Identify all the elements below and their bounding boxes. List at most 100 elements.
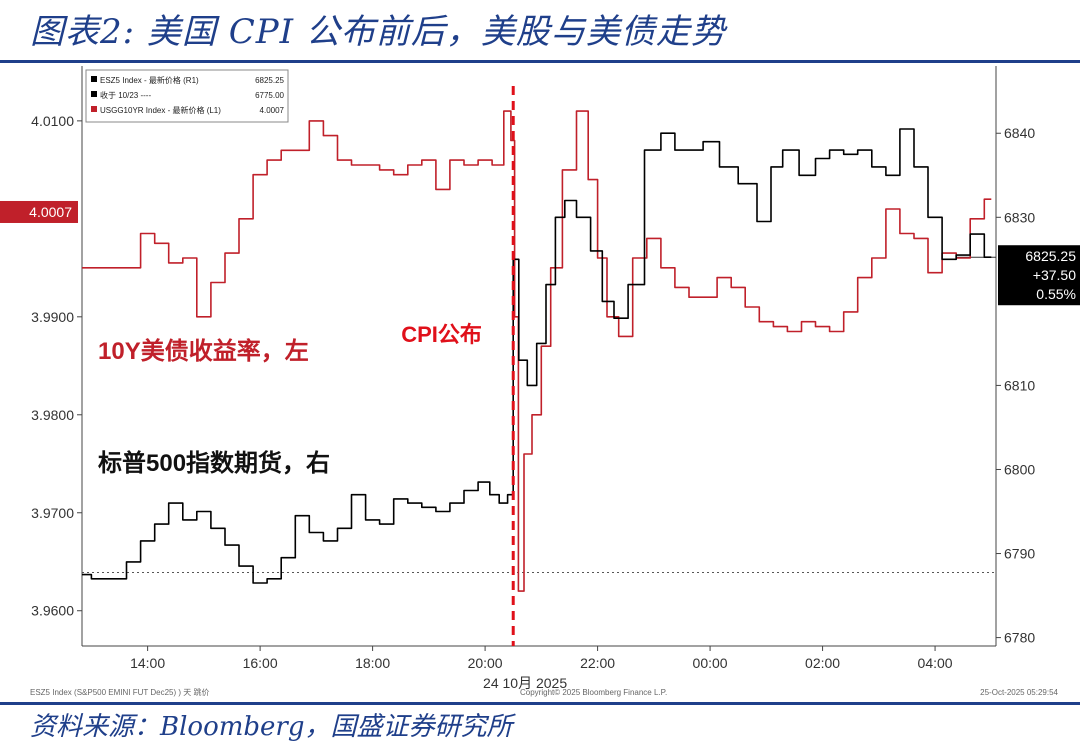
futures-point — [582, 216, 584, 218]
yield-point — [807, 321, 809, 323]
legend-label: 收于 10/23 ---- — [100, 90, 151, 100]
yield-point — [920, 237, 922, 239]
yield-point — [779, 325, 781, 327]
yield-point — [793, 330, 795, 332]
futures-point — [132, 561, 134, 563]
futures-point — [287, 557, 289, 559]
x-tick-label: 20:00 — [468, 655, 503, 671]
x-tick-label: 16:00 — [243, 655, 278, 671]
futures-point — [596, 250, 598, 252]
yield-point — [990, 198, 992, 200]
legend-swatch — [91, 76, 97, 82]
futures-point — [835, 149, 837, 151]
futures-point — [746, 183, 748, 185]
futures-point — [400, 498, 402, 500]
yield-point — [132, 267, 134, 269]
left-value-tag — [0, 200, 78, 223]
legend-value: 4.0007 — [260, 106, 285, 115]
futures-line — [82, 128, 992, 584]
yield-point — [515, 316, 517, 318]
yield-point — [217, 281, 219, 283]
left-tick-label: 3.9800 — [31, 407, 74, 423]
right-tick-label: 6840 — [1004, 125, 1035, 141]
yield-point — [414, 164, 416, 166]
yield-point — [161, 242, 163, 244]
futures-point — [934, 216, 936, 218]
yield-point — [892, 208, 894, 210]
fineprint-center: Copyright© 2025 Bloomberg Finance L.P. — [520, 688, 667, 697]
futures-label: 标普500指数期货，右 — [98, 449, 330, 477]
yield-point — [667, 267, 669, 269]
yield-point — [442, 188, 444, 190]
yield-point — [498, 164, 500, 166]
futures-point — [789, 149, 791, 151]
futures-point — [892, 174, 894, 176]
plot-background — [82, 66, 996, 646]
x-tick-label: 02:00 — [805, 655, 840, 671]
yield-point — [189, 257, 191, 259]
futures-point — [695, 149, 697, 151]
x-tick-label: 22:00 — [580, 655, 615, 671]
yield-point — [484, 159, 486, 161]
grid — [82, 66, 996, 646]
futures-point — [775, 166, 777, 168]
x-axis-label: 24 10月 2025 — [483, 675, 567, 691]
right-tick-label: 6800 — [1004, 461, 1035, 477]
futures-point — [217, 527, 219, 529]
futures-point — [976, 233, 978, 235]
page-title: 图表2: 美国 CPI 公布前后，美股与美债走势 — [30, 12, 726, 52]
yield-point — [343, 159, 345, 161]
futures-point — [962, 254, 964, 256]
futures-point — [175, 502, 177, 504]
right-value-tag — [998, 245, 1080, 306]
futures-point — [371, 519, 373, 521]
yield-point — [507, 110, 509, 112]
yield-point — [146, 232, 148, 234]
yield-point — [681, 286, 683, 288]
yield-point — [470, 164, 472, 166]
yield-point — [371, 164, 373, 166]
yield-point — [737, 286, 739, 288]
futures-point — [245, 565, 247, 567]
futures-point — [807, 174, 809, 176]
legend-label: ESZ5 Index - 最新价格 (R1) — [100, 75, 199, 85]
right-tick-label: 6830 — [1004, 209, 1035, 225]
futures-point — [146, 540, 148, 542]
yield-point — [625, 335, 627, 337]
legend-label: USGG10YR Index - 最新价格 (L1) — [100, 105, 221, 115]
right-tick-label: 6790 — [1004, 546, 1035, 562]
futures-point — [521, 359, 523, 361]
yield-point — [357, 164, 359, 166]
legend-box — [85, 69, 289, 123]
futures-point — [273, 578, 275, 580]
yield-point — [386, 169, 388, 171]
futures-point — [568, 199, 570, 201]
futures-point — [161, 523, 163, 525]
futures-point — [259, 582, 261, 584]
left-tick-label: 3.9600 — [31, 603, 74, 619]
yield-point — [175, 262, 177, 264]
yield-point — [934, 272, 936, 274]
right-value-tag-label: 0.55% — [1036, 286, 1076, 302]
futures-point — [765, 220, 767, 222]
yield-point — [520, 590, 522, 592]
yield-point — [906, 232, 908, 234]
legend-value: 6775.00 — [255, 91, 284, 100]
futures-point — [990, 256, 992, 258]
yield-point — [81, 267, 83, 269]
futures-point — [667, 132, 669, 134]
legend-value: 6825.25 — [255, 76, 284, 85]
right-axis: 6840 6830 6810 6800 6790 6780 6825.25 +37.50 0.5… — [956, 66, 1080, 646]
futures-point — [550, 283, 552, 285]
futures-point — [878, 166, 880, 168]
futures-point — [920, 166, 922, 168]
left-tick-label: 4.0100 — [31, 113, 74, 129]
futures-point — [948, 258, 950, 260]
source-rule — [0, 702, 1080, 705]
futures-point — [203, 510, 205, 512]
yield-line — [82, 110, 992, 592]
right-value-tag-label: 6825.25 — [1025, 248, 1076, 264]
futures-point — [559, 216, 561, 218]
yield-point — [104, 267, 106, 269]
yield-point — [751, 306, 753, 308]
